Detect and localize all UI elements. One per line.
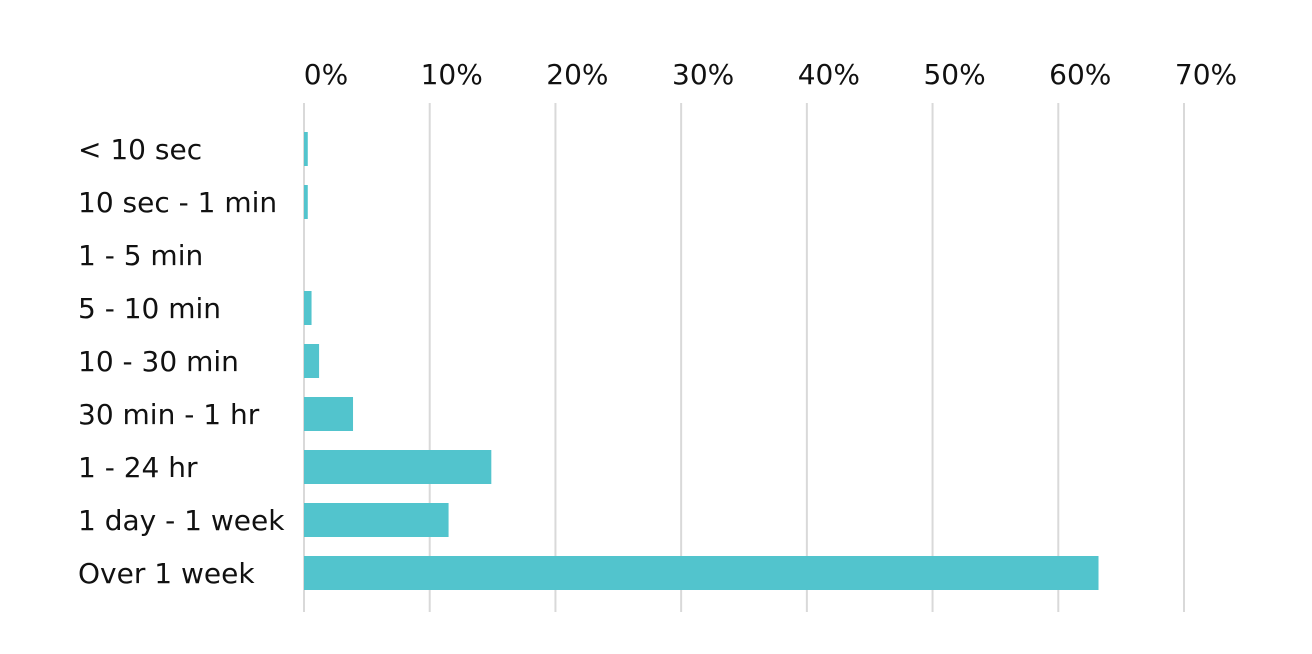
x-tick-label: 10% bbox=[421, 58, 483, 91]
x-tick-label: 40% bbox=[798, 58, 860, 91]
x-tick-labels: 0% 10% 20% 30% 40% 50% 60% 70% bbox=[304, 58, 1237, 91]
x-tick-label: 20% bbox=[546, 58, 608, 91]
bar bbox=[304, 397, 354, 431]
category-labels: < 10 sec 10 sec - 1 min 1 - 5 min 5 - 10 mi… bbox=[78, 133, 285, 590]
category-label: 30 min - 1 hr bbox=[78, 398, 260, 431]
x-tick-label: 60% bbox=[1049, 58, 1111, 91]
bars bbox=[304, 132, 1099, 590]
x-tick-label: 70% bbox=[1175, 58, 1237, 91]
x-tick-label: 30% bbox=[672, 58, 734, 91]
category-label: 1 day - 1 week bbox=[78, 504, 285, 537]
x-tick-label: 50% bbox=[923, 58, 985, 91]
category-label: Over 1 week bbox=[78, 557, 255, 590]
bar bbox=[304, 344, 320, 378]
category-label: 5 - 10 min bbox=[78, 292, 221, 325]
category-label: < 10 sec bbox=[78, 133, 202, 166]
bar bbox=[304, 132, 308, 166]
category-label: 10 sec - 1 min bbox=[78, 186, 277, 219]
category-label: 1 - 24 hr bbox=[78, 451, 198, 484]
bar bbox=[304, 556, 1099, 590]
category-label: 10 - 30 min bbox=[78, 345, 239, 378]
bar bbox=[304, 503, 449, 537]
bar bbox=[304, 291, 312, 325]
grid-layer bbox=[303, 103, 1185, 612]
bar bbox=[304, 185, 308, 219]
bar bbox=[304, 450, 492, 484]
category-label: 1 - 5 min bbox=[78, 239, 203, 272]
x-tick-label: 0% bbox=[304, 58, 348, 91]
